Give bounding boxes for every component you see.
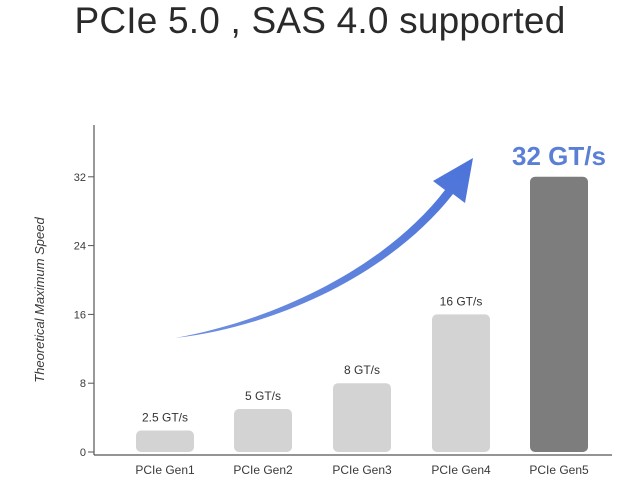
x-category-label: PCIe Gen2 <box>233 463 293 477</box>
bar-pcie-gen2 <box>234 409 292 452</box>
data-label: 32 GT/s <box>512 141 606 171</box>
data-label: 2.5 GT/s <box>142 411 188 425</box>
y-tick-label: 16 <box>74 309 86 321</box>
bar-pcie-gen3 <box>333 383 391 452</box>
y-tick-label: 0 <box>80 447 86 459</box>
data-label: 8 GT/s <box>344 363 380 377</box>
y-tick-label: 24 <box>74 241 86 253</box>
data-label: 5 GT/s <box>245 389 281 403</box>
x-category-label: PCIe Gen4 <box>431 463 491 477</box>
y-tick-label: 8 <box>80 378 86 390</box>
data-label: 16 GT/s <box>440 294 483 308</box>
page-title: PCIe 5.0 , SAS 4.0 supported <box>74 0 566 41</box>
bar-pcie-gen4 <box>432 314 490 452</box>
y-tick-label: 32 <box>74 172 86 184</box>
bar-pcie-gen1 <box>136 430 194 452</box>
y-axis-title: Theoretical Maximum Speed <box>32 217 47 383</box>
x-category-label: PCIe Gen5 <box>529 463 589 477</box>
growth-arrow <box>175 158 473 338</box>
x-category-label: PCIe Gen3 <box>332 463 392 477</box>
bar-pcie-gen5 <box>530 176 588 453</box>
x-category-label: PCIe Gen1 <box>135 463 195 477</box>
